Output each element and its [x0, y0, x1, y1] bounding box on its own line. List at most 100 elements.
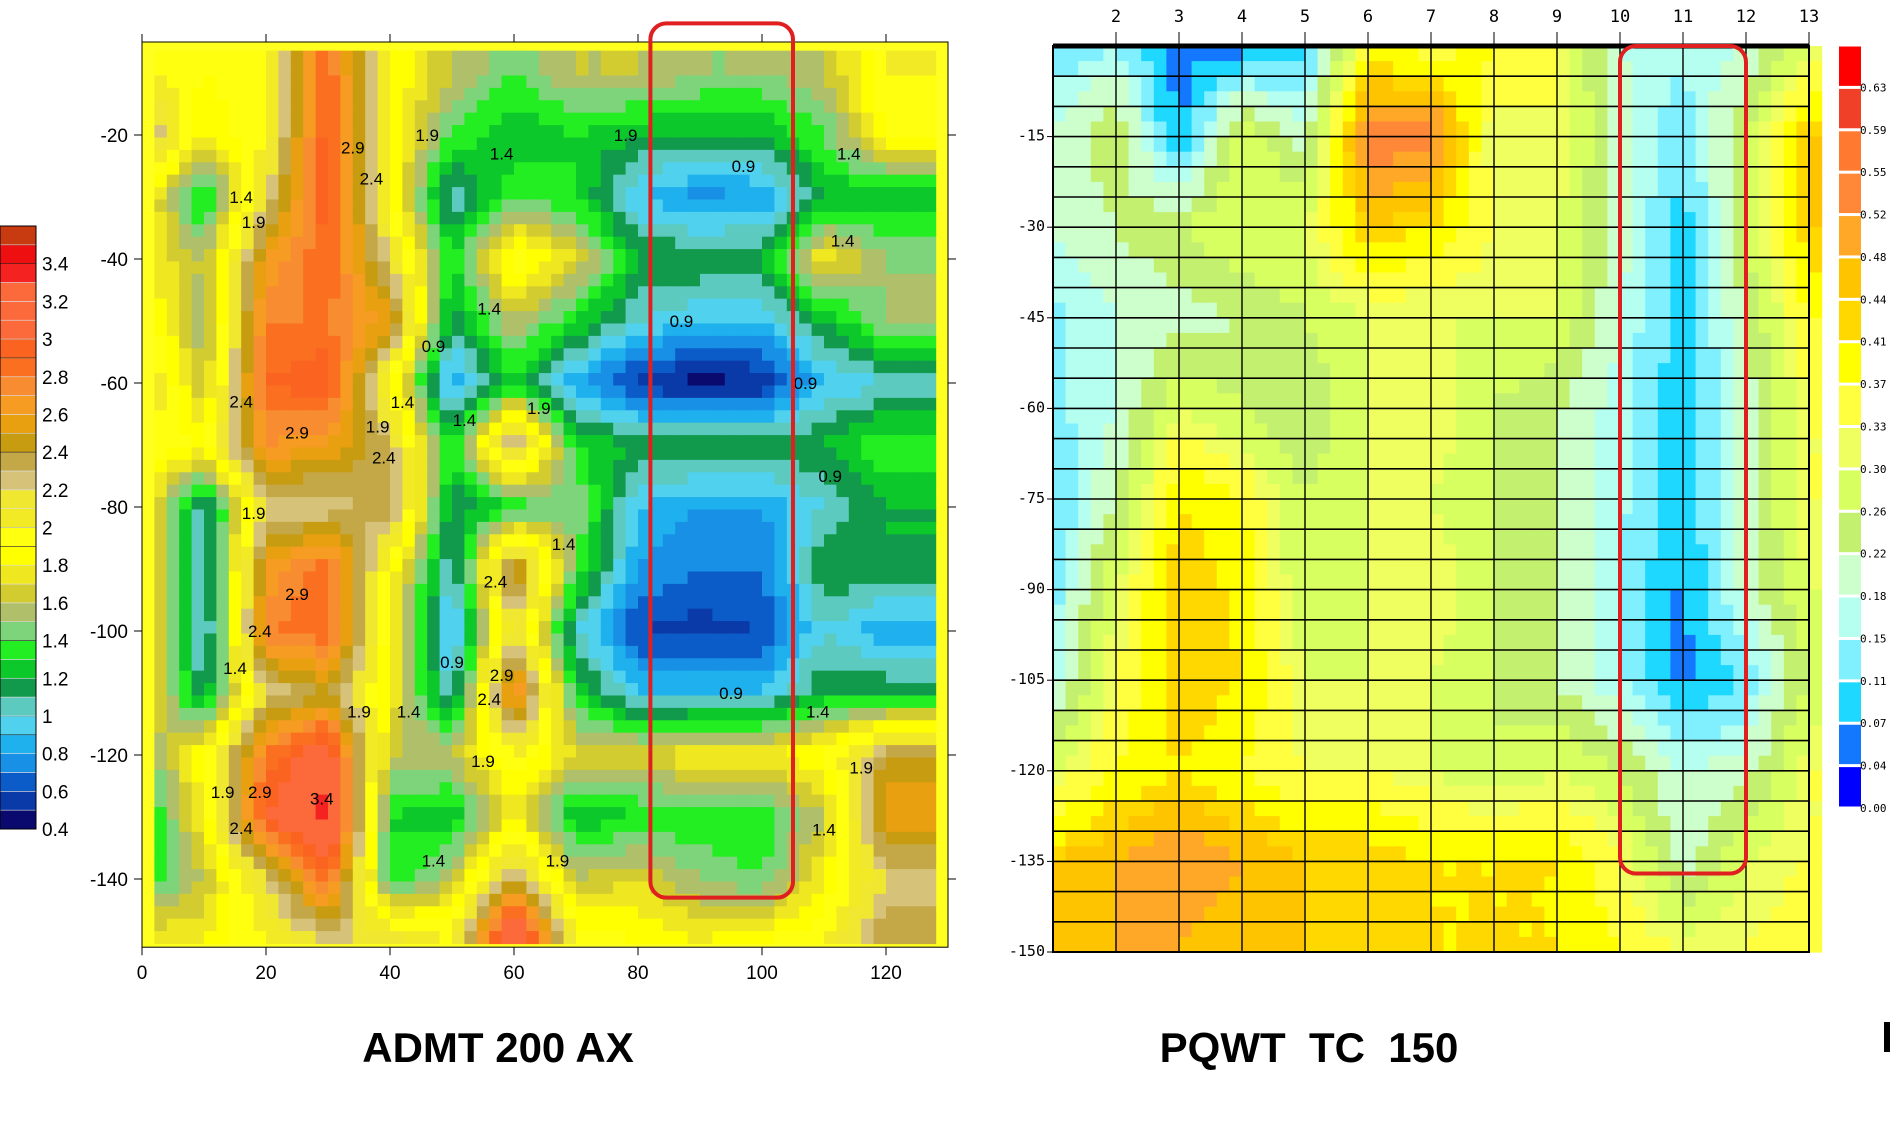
contour-cell — [824, 311, 837, 325]
contour-cell — [489, 831, 503, 845]
contour-cell — [638, 311, 651, 325]
contour-cell — [762, 261, 775, 275]
contour-cell — [638, 546, 651, 560]
contour-cell — [749, 571, 763, 585]
contour-cell — [228, 645, 242, 659]
contour-cell — [836, 360, 850, 374]
contour-cell — [514, 298, 527, 312]
contour-cell — [737, 360, 751, 374]
contour-cell — [1065, 408, 1079, 425]
contour-cell — [526, 881, 540, 895]
contour-cell — [638, 75, 651, 89]
contour-cell — [191, 385, 205, 399]
contour-cell — [501, 881, 515, 895]
contour-cell — [551, 335, 565, 349]
contour-cell — [700, 298, 713, 312]
contour-cell — [476, 645, 490, 659]
contour-cell — [824, 137, 837, 151]
contour-cell — [700, 720, 713, 734]
contour-cell — [724, 397, 738, 411]
contour-cell — [910, 757, 924, 771]
contour-cell — [576, 472, 589, 486]
contour-cell — [501, 459, 515, 473]
contour-cell — [675, 509, 689, 523]
contour-cell — [514, 211, 527, 225]
contour-cell — [402, 893, 416, 907]
contour-cell — [563, 621, 577, 635]
contour-cell — [650, 187, 664, 201]
contour-cell — [563, 373, 577, 387]
contour-cell — [439, 856, 453, 870]
contour-cell — [588, 348, 602, 362]
contour-cell — [253, 174, 267, 188]
contour-cell — [390, 87, 403, 101]
colorbar-label: 0.6 — [42, 782, 68, 803]
contour-cell — [303, 720, 317, 734]
contour-cell — [191, 869, 205, 883]
contour-cell — [724, 931, 738, 945]
contour-cell — [340, 509, 354, 523]
contour-cell — [538, 831, 552, 845]
contour-cell — [861, 633, 875, 647]
contour-cell — [551, 211, 565, 225]
contour-cell — [811, 893, 825, 907]
contour-cell — [687, 918, 701, 932]
contour-cell — [836, 782, 850, 796]
contour-cell — [737, 745, 751, 759]
contour-cell — [700, 286, 713, 300]
contour-cell — [204, 745, 217, 759]
contour-cell — [625, 621, 639, 635]
contour-cell — [638, 100, 651, 114]
contour-cell — [1078, 801, 1092, 817]
contour-cell — [650, 50, 664, 64]
contour-cell — [452, 732, 465, 746]
contour-cell — [315, 311, 329, 325]
contour-cell — [464, 621, 478, 635]
contour-cell — [898, 645, 912, 659]
contour-cell — [278, 100, 292, 114]
contour-cell — [563, 211, 577, 225]
contour-cell — [464, 757, 478, 771]
contour-cell — [588, 323, 602, 337]
contour-cell — [377, 397, 391, 411]
contour-cell — [452, 869, 465, 883]
contour-cell — [191, 509, 205, 523]
contour-cell — [898, 683, 912, 697]
contour-cell — [514, 819, 527, 833]
contour-cell — [377, 794, 391, 808]
contour-cell — [650, 757, 664, 771]
contour-cell — [340, 918, 354, 932]
contour-cell — [675, 869, 689, 883]
contour-cell — [489, 137, 503, 151]
contour-cell — [514, 521, 527, 535]
contour-cell — [551, 273, 565, 287]
contour-cell — [290, 621, 304, 635]
contour-cell — [551, 720, 565, 734]
contour-cell — [204, 521, 217, 535]
contour-cell — [402, 707, 416, 721]
contour-cell — [464, 546, 478, 560]
contour-cell — [551, 732, 565, 746]
contour-cell — [886, 286, 899, 300]
contour-cell — [613, 112, 627, 126]
contour-cell — [489, 844, 503, 858]
contour-cell — [638, 410, 651, 424]
contour-cell — [278, 459, 292, 473]
contour-cell — [154, 745, 168, 759]
contour-cell — [600, 720, 614, 734]
contour-cell — [774, 571, 788, 585]
contour-cell — [1065, 906, 1079, 923]
contour-cell — [266, 807, 279, 821]
contour-cell — [514, 831, 527, 845]
contour-label: 1.9 — [242, 504, 266, 523]
contour-cell — [749, 112, 763, 126]
contour-cell — [241, 559, 255, 573]
contour-cell — [737, 571, 751, 585]
contour-cell — [204, 782, 217, 796]
contour-cell — [563, 831, 577, 845]
contour-cell — [625, 782, 639, 796]
contour-cell — [886, 249, 899, 263]
contour-cell — [266, 881, 279, 895]
contour-cell — [253, 323, 267, 337]
contour-cell — [266, 87, 279, 101]
